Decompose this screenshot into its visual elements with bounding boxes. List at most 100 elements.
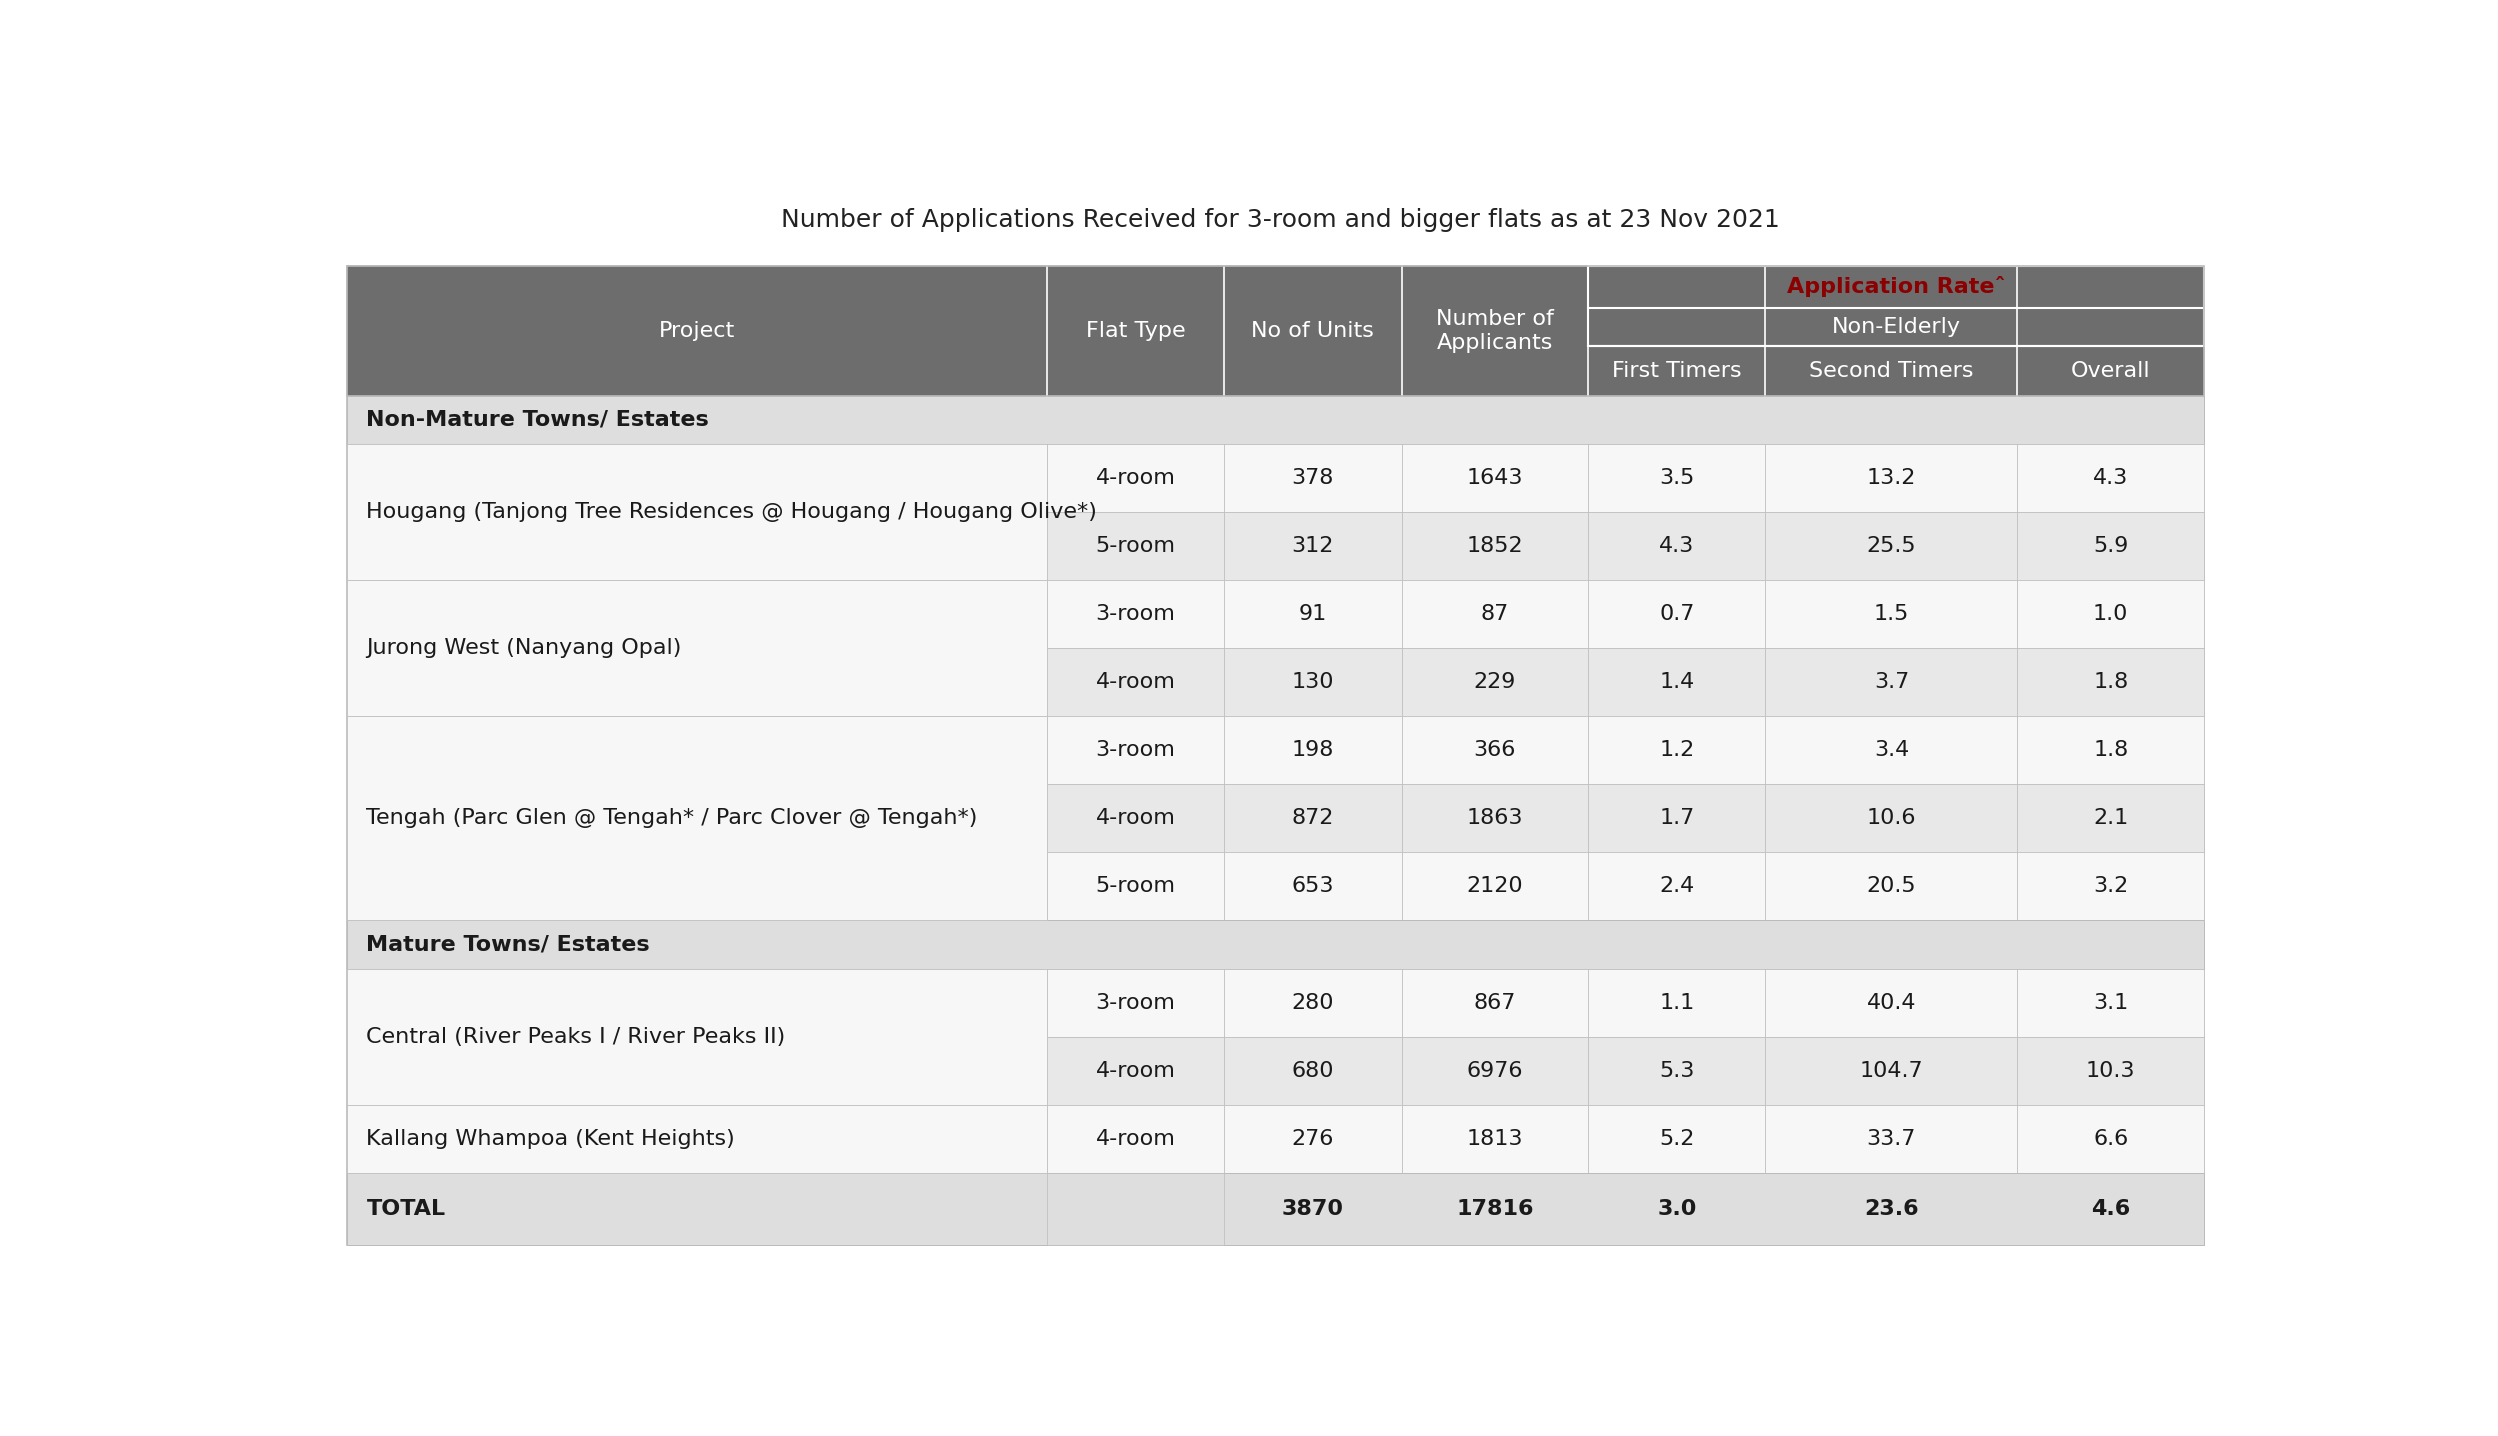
Text: 3.7: 3.7 [1874, 672, 1908, 692]
Text: 3.2: 3.2 [2093, 876, 2128, 896]
Text: 25.5: 25.5 [1866, 537, 1916, 557]
Bar [1401, 1106, 1589, 1173]
Text: 366: 366 [1474, 741, 1516, 761]
Text: 104.7: 104.7 [1859, 1061, 1923, 1081]
Text: Flat Type: Flat Type [1087, 320, 1187, 340]
Bar [1401, 580, 1589, 649]
Text: 3.1: 3.1 [2093, 994, 2128, 1014]
Text: Central (River Peaks I / River Peaks II): Central (River Peaks I / River Peaks II) [367, 1028, 787, 1047]
Bar [347, 395, 2203, 445]
Bar [1047, 445, 1224, 513]
Bar [1589, 1106, 1766, 1173]
Text: Number of Applications Received for 3-room and bigger flats as at 23 Nov 2021: Number of Applications Received for 3-ro… [782, 208, 1779, 231]
Text: 5.9: 5.9 [2093, 537, 2128, 557]
Text: 6.6: 6.6 [2093, 1130, 2128, 1149]
Bar [2018, 1037, 2203, 1106]
Text: TOTAL: TOTAL [367, 1199, 445, 1219]
Text: 198: 198 [1291, 741, 1334, 761]
Text: 23.6: 23.6 [1864, 1199, 1918, 1219]
Bar [347, 649, 1047, 717]
Bar [347, 266, 2203, 1245]
Text: Mature Towns/ Estates: Mature Towns/ Estates [367, 935, 649, 955]
Text: Hougang (Tanjong Tree Residences @ Hougang / Hougang Olive*): Hougang (Tanjong Tree Residences @ Houga… [367, 503, 1097, 523]
Bar [1401, 717, 1589, 784]
Text: No of Units: No of Units [1251, 320, 1374, 340]
Text: 229: 229 [1474, 672, 1516, 692]
Bar [1224, 445, 1401, 513]
Bar [347, 1106, 1047, 1173]
Text: Overall: Overall [2071, 360, 2151, 381]
Bar [1589, 580, 1766, 649]
Bar [347, 445, 1047, 580]
Bar [2018, 969, 2203, 1037]
Bar [1766, 1106, 2018, 1173]
Bar [1589, 853, 1766, 920]
Bar [1766, 853, 2018, 920]
Text: 3-room: 3-room [1097, 994, 1177, 1014]
Text: 5-room: 5-room [1097, 537, 1177, 557]
Bar [1589, 784, 1766, 853]
Text: Non-Mature Towns/ Estates: Non-Mature Towns/ Estates [367, 411, 709, 429]
Bar [347, 580, 1047, 717]
Bar [2018, 513, 2203, 580]
Text: 4-room: 4-room [1097, 808, 1177, 829]
Bar [1401, 784, 1589, 853]
Text: 5.3: 5.3 [1659, 1061, 1694, 1081]
Bar [1224, 1037, 1401, 1106]
Bar [347, 920, 2203, 969]
Text: 40.4: 40.4 [1866, 994, 1916, 1014]
Bar [1047, 580, 1224, 649]
Bar [2018, 853, 2203, 920]
Bar [347, 580, 1047, 649]
Bar [1047, 513, 1224, 580]
Bar [347, 266, 2203, 395]
Bar [1401, 969, 1589, 1037]
Bar [1766, 784, 2018, 853]
Bar [347, 1106, 1047, 1173]
Bar [1589, 969, 1766, 1037]
Text: Second Timers: Second Timers [1809, 360, 1973, 381]
Text: Number of
Applicants: Number of Applicants [1436, 309, 1554, 352]
Text: 3-room: 3-room [1097, 741, 1177, 761]
Bar [1224, 717, 1401, 784]
Text: 10.3: 10.3 [2086, 1061, 2136, 1081]
Text: 20.5: 20.5 [1866, 876, 1916, 896]
Bar [1224, 1106, 1401, 1173]
Bar [1589, 717, 1766, 784]
Bar [1401, 649, 1589, 717]
Text: Project: Project [659, 320, 734, 340]
Bar [1766, 1037, 2018, 1106]
Bar [1047, 1037, 1224, 1106]
Bar [347, 513, 1047, 580]
Text: 130: 130 [1291, 672, 1334, 692]
Bar [347, 445, 1047, 513]
Bar [1589, 1037, 1766, 1106]
Bar [347, 784, 1047, 853]
Text: 4.3: 4.3 [2093, 468, 2128, 488]
Bar [1047, 853, 1224, 920]
Text: 5.2: 5.2 [1659, 1130, 1694, 1149]
Bar [1401, 513, 1589, 580]
Text: Kallang Whampoa (Kent Heights): Kallang Whampoa (Kent Heights) [367, 1130, 734, 1149]
Bar [1047, 969, 1224, 1037]
Bar [347, 969, 1047, 1106]
Text: 5-room: 5-room [1097, 876, 1177, 896]
Bar [1047, 1106, 1224, 1173]
Bar [1766, 969, 2018, 1037]
Text: 33.7: 33.7 [1866, 1130, 1916, 1149]
Text: 17816: 17816 [1456, 1199, 1534, 1219]
Text: 378: 378 [1291, 468, 1334, 488]
Bar [1047, 784, 1224, 853]
Bar [347, 853, 1047, 920]
Text: 3870: 3870 [1281, 1199, 1344, 1219]
Bar [1047, 717, 1224, 784]
Text: 1.0: 1.0 [2093, 605, 2128, 625]
Text: 1813: 1813 [1466, 1130, 1524, 1149]
Text: 3-room: 3-room [1097, 605, 1177, 625]
Bar [1224, 513, 1401, 580]
Text: 4-room: 4-room [1097, 468, 1177, 488]
Text: 653: 653 [1291, 876, 1334, 896]
Text: 1.4: 1.4 [1659, 672, 1694, 692]
Text: 91: 91 [1299, 605, 1326, 625]
Text: 0.7: 0.7 [1659, 605, 1694, 625]
